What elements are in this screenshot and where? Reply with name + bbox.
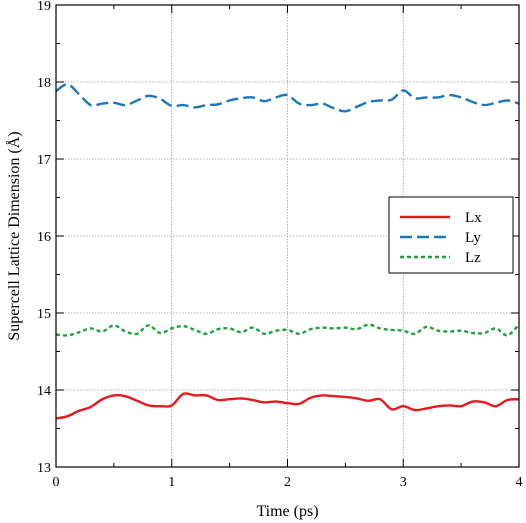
tick-labels: 0 1 2 3 4 13 14 15 16 17 18 19: [37, 0, 523, 490]
series-line-lx: [55, 392, 520, 420]
legend-label-lz: Lz: [465, 250, 481, 266]
x-tick-label: 4: [516, 475, 523, 490]
legend-label-ly: Ly: [465, 230, 481, 246]
y-tick-label: 18: [37, 76, 51, 91]
series-layer: [55, 83, 520, 420]
x-tick-label: 0: [53, 475, 60, 490]
y-tick-label: 13: [37, 461, 51, 476]
x-tick-label: 1: [168, 475, 175, 490]
y-tick-label: 17: [37, 153, 51, 168]
legend-label-lx: Lx: [465, 210, 482, 226]
y-tick-label: 19: [37, 0, 51, 14]
y-tick-label: 16: [37, 230, 51, 245]
y-tick-label: 15: [37, 307, 51, 322]
x-tick-label: 3: [400, 475, 407, 490]
axis-ticks: [55, 4, 520, 468]
legend: Lx Ly Lz: [388, 196, 514, 274]
x-tick-label: 2: [284, 475, 291, 490]
grid-lines: [56, 5, 519, 467]
x-axis-label: Time (ps): [256, 503, 318, 520]
y-tick-label: 14: [37, 384, 51, 399]
series-line-ly: [55, 83, 520, 113]
legend-box: [388, 196, 514, 274]
y-axis-label: Supercell Lattice Dimension (Å): [5, 131, 23, 340]
